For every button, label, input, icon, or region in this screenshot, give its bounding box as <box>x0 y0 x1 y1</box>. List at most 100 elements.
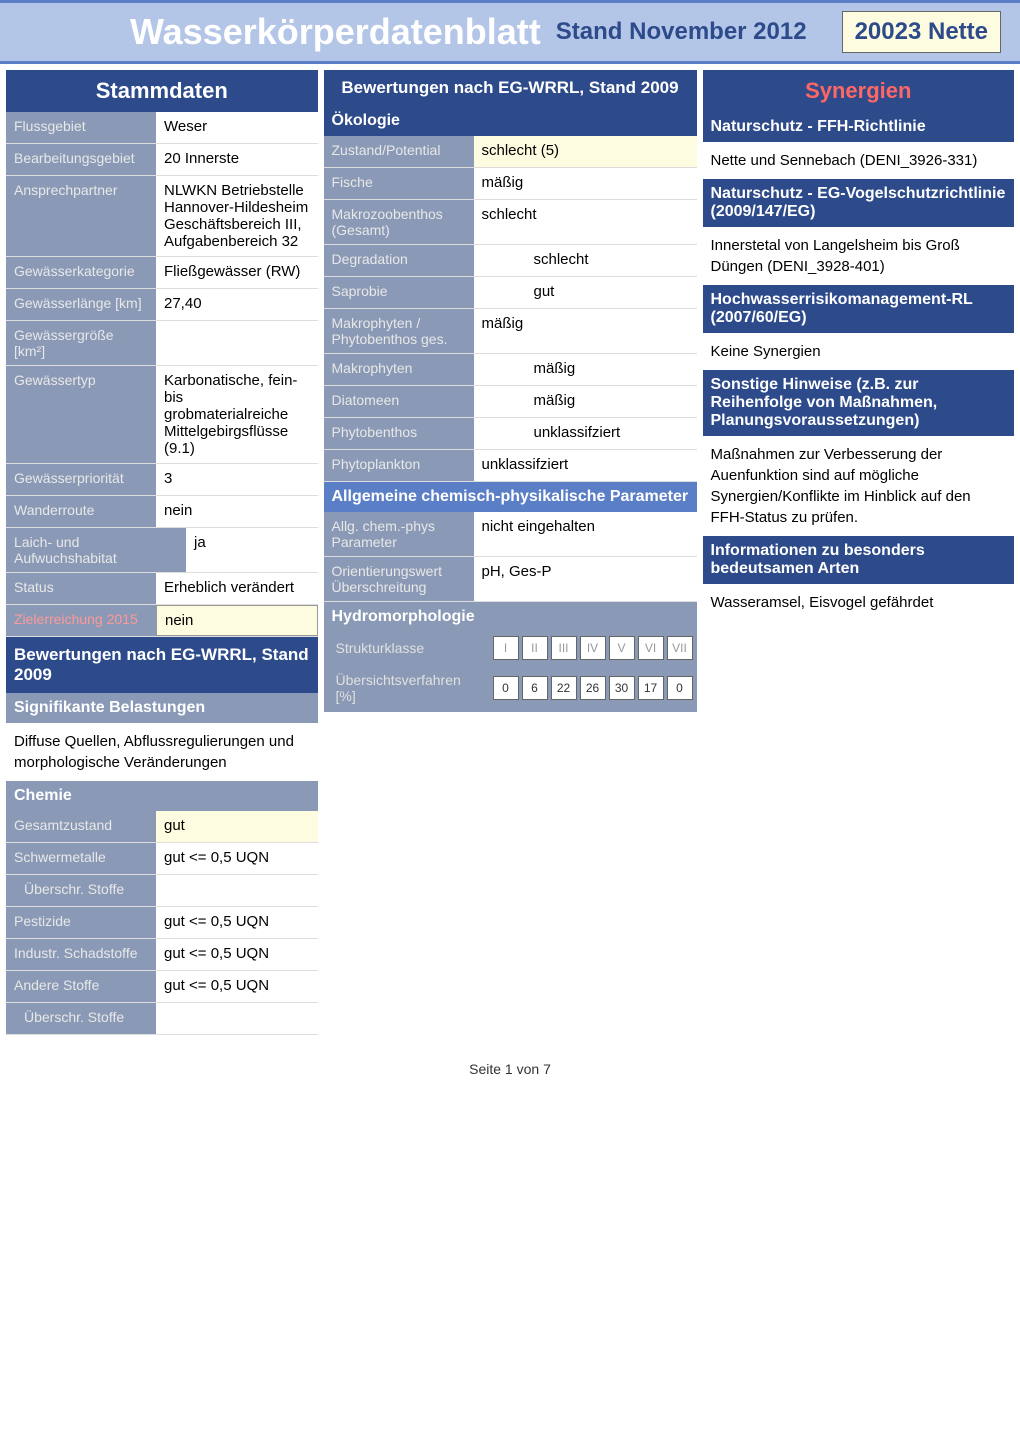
gesamtzustand-label: Gesamtzustand <box>6 811 156 842</box>
allgemeine-header: Allgemeine chemisch-physikalische Parame… <box>324 482 697 512</box>
saprobie-value: gut <box>474 277 697 308</box>
bearbeitungsgebiet-value: 20 Innerste <box>156 144 318 175</box>
struktur-row: Strukturklasse IIIIIIIVVVIVII <box>324 632 697 664</box>
schwermetalle-label: Schwermetalle <box>6 843 156 874</box>
oekologie-header: Ökologie <box>324 106 697 136</box>
gewaessergroesse-value <box>156 321 318 365</box>
status-label: Status <box>6 573 156 604</box>
uebersicht-box: 0 <box>493 676 519 700</box>
saprobie-label: Saprobie <box>324 277 474 308</box>
info-text: Wasseramsel, Eisvogel gefährdet <box>703 584 1015 621</box>
degradation-value: schlecht <box>474 245 697 276</box>
status-value: Erheblich verändert <box>156 573 318 604</box>
uebersicht-box: 30 <box>609 676 635 700</box>
uebersicht-box: 26 <box>580 676 606 700</box>
diatomeen-value: mäßig <box>474 386 697 417</box>
gewaesserlaenge-label: Gewässerlänge [km] <box>6 289 156 320</box>
vogel-header: Naturschutz - EG-Vogelschutzrichtlinie (… <box>703 179 1015 227</box>
info-header: Informationen zu besonders bedeutsamen A… <box>703 536 1015 584</box>
laichhabitat-label: Laich- und Aufwuchshabitat <box>6 528 186 572</box>
orientierung-label: Orientierungswert Überschreitung <box>324 557 474 601</box>
zielerreichung-value: nein <box>156 605 318 636</box>
phytoplankton-value: unklassifziert <box>474 450 697 481</box>
gewaesserkategorie-value: Fließgewässer (RW) <box>156 257 318 288</box>
diatomeen-label: Diatomeen <box>324 386 474 417</box>
hydro-header: Hydromorphologie <box>324 602 697 632</box>
sonstige-text: Maßnahmen zur Verbesserung der Auenfunkt… <box>703 436 1015 536</box>
gewaessergroesse-label: Gewässergröße [km²] <box>6 321 156 365</box>
andere-label: Andere Stoffe <box>6 971 156 1002</box>
struktur-box: I <box>493 636 519 660</box>
phytoplankton-label: Phytoplankton <box>324 450 474 481</box>
col-bewertungen: Bewertungen nach EG-WRRL, Stand 2009 Öko… <box>324 70 697 1035</box>
pestizide-value: gut <= 0,5 UQN <box>156 907 318 938</box>
uebersicht-row: Übersichtsverfahren [%] 06222630170 <box>324 664 697 712</box>
ansprechpartner-label: Ansprechpartner <box>6 176 156 256</box>
bearbeitungsgebiet-label: Bearbeitungsgebiet <box>6 144 156 175</box>
schwermetalle-value: gut <= 0,5 UQN <box>156 843 318 874</box>
uebersicht-box: 0 <box>667 676 693 700</box>
uebersicht-label: Übersichtsverfahren [%] <box>328 668 493 708</box>
uebersicht-box: 6 <box>522 676 548 700</box>
flussgebiet-value: Weser <box>156 112 318 143</box>
gesamtzustand-value: gut <box>156 811 318 842</box>
stammdaten-header: Stammdaten <box>6 70 318 112</box>
gewaesserlaenge-value: 27,40 <box>156 289 318 320</box>
makrozoo-label: Makrozoobenthos (Gesamt) <box>324 200 474 244</box>
industr-label: Industr. Schadstoffe <box>6 939 156 970</box>
header-subtitle: Stand November 2012 <box>556 18 807 46</box>
hochwasser-text: Keine Synergien <box>703 333 1015 370</box>
col-stammdaten: Stammdaten FlussgebietWeser Bearbeitungs… <box>6 70 318 1035</box>
uebersicht-box: 22 <box>551 676 577 700</box>
struktur-boxes: IIIIIIIVVVIVII <box>493 636 693 660</box>
col-synergien: Synergien Naturschutz - FFH-Richtlinie N… <box>703 70 1015 1035</box>
fische-value: mäßig <box>474 168 697 199</box>
struktur-label: Strukturklasse <box>328 636 493 660</box>
makrophyten2-label: Makrophyten <box>324 354 474 385</box>
laichhabitat-value: ja <box>186 528 318 572</box>
gewaessertyp-value: Karbonatische, fein- bis grobmaterialrei… <box>156 366 318 463</box>
uebersicht-boxes: 06222630170 <box>493 676 693 700</box>
gewaessertyp-label: Gewässertyp <box>6 366 156 463</box>
ueberschr2-value <box>156 1003 318 1034</box>
bewertungen-mid-header: Bewertungen nach EG-WRRL, Stand 2009 <box>324 70 697 106</box>
makrophyten2-value: mäßig <box>474 354 697 385</box>
industr-value: gut <= 0,5 UQN <box>156 939 318 970</box>
gewaesserprioritaet-value: 3 <box>156 464 318 495</box>
zustand-label: Zustand/Potential <box>324 136 474 167</box>
ueberschr2-label: Überschr. Stoffe <box>6 1003 156 1034</box>
belastungen-text: Diffuse Quellen, Abflussregulierungen un… <box>6 723 318 781</box>
allgchem-label: Allg. chem.-phys Parameter <box>324 512 474 556</box>
struktur-box: III <box>551 636 577 660</box>
struktur-box: V <box>609 636 635 660</box>
uebersicht-box: 17 <box>638 676 664 700</box>
ueberschr1-value <box>156 875 318 906</box>
header-title: Wasserkörperdatenblatt <box>130 11 541 53</box>
struktur-box: II <box>522 636 548 660</box>
struktur-box: VI <box>638 636 664 660</box>
pestizide-label: Pestizide <box>6 907 156 938</box>
struktur-box: VII <box>667 636 693 660</box>
allgchem-value: nicht eingehalten <box>474 512 697 556</box>
phytobenthos-value: unklassifziert <box>474 418 697 449</box>
degradation-label: Degradation <box>324 245 474 276</box>
vogel-text: Innerstetal von Langelsheim bis Groß Dün… <box>703 227 1015 285</box>
zustand-value: schlecht (5) <box>474 136 697 167</box>
hochwasser-header: Hochwasserrisikomanagement-RL (2007/60/E… <box>703 285 1015 333</box>
header-bar: Wasserkörperdatenblatt Stand November 20… <box>0 0 1020 64</box>
chemie-header: Chemie <box>6 781 318 811</box>
makrozoo-value: schlecht <box>474 200 697 244</box>
gewaesserkategorie-label: Gewässerkategorie <box>6 257 156 288</box>
bewertungen-left-header: Bewertungen nach EG-WRRL, Stand 2009 <box>6 637 318 693</box>
makrophyten-label: Makrophyten / Phytobenthos ges. <box>324 309 474 353</box>
makrophyten-value: mäßig <box>474 309 697 353</box>
gewaesserprioritaet-label: Gewässerpriorität <box>6 464 156 495</box>
phytobenthos-label: Phytobenthos <box>324 418 474 449</box>
fische-label: Fische <box>324 168 474 199</box>
andere-value: gut <= 0,5 UQN <box>156 971 318 1002</box>
wanderroute-label: Wanderroute <box>6 496 156 527</box>
wanderroute-value: nein <box>156 496 318 527</box>
struktur-box: IV <box>580 636 606 660</box>
sonstige-header: Sonstige Hinweise (z.B. zur Reihenfolge … <box>703 370 1015 436</box>
flussgebiet-label: Flussgebiet <box>6 112 156 143</box>
